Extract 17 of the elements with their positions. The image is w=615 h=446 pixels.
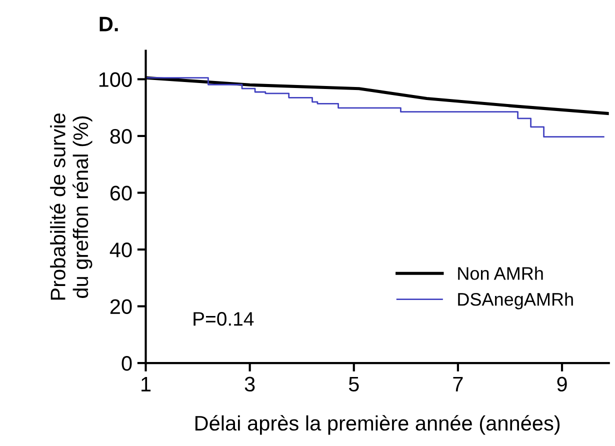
legend-label: DSAnegAMRh: [458, 292, 573, 310]
x-tick-label: 3: [244, 376, 255, 392]
legend-label: Non AMRh: [458, 266, 543, 280]
y-tick-label: 0: [122, 356, 132, 371]
y-tick-label: 100: [99, 72, 132, 87]
x-tick-label: 7: [453, 377, 463, 392]
y-axis-title: Probabilité de survie du greffon rénal (%): [50, 113, 92, 300]
y-tick-label: 40: [110, 242, 132, 258]
x-tick-label: 5: [348, 377, 359, 392]
annotation: P=0.14: [194, 312, 254, 326]
x-tick-label: 1: [142, 377, 151, 392]
y-tick-label: 80: [110, 128, 132, 144]
chart-title: D.: [100, 16, 118, 32]
y-tick-label: 20: [110, 299, 132, 314]
y-tick-label: 60: [110, 186, 132, 201]
x-tick-label: 9: [557, 376, 567, 392]
x-axis-title: Délai après la première année (années): [195, 415, 560, 435]
